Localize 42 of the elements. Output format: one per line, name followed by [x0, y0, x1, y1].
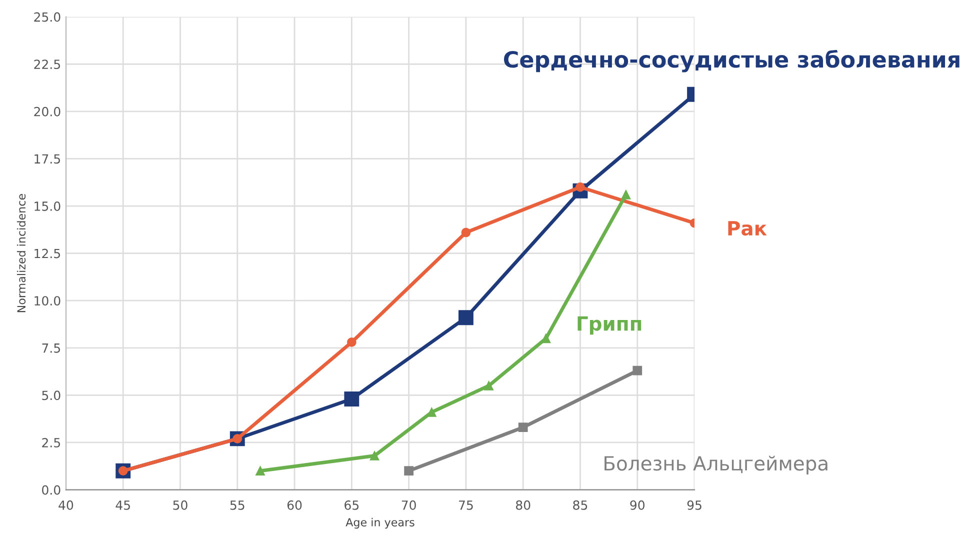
series-label: Грипп: [578, 316, 642, 335]
x-tick-label: 90: [630, 500, 644, 510]
x-tick-label: 80: [516, 500, 530, 510]
x-tick-label: 55: [230, 500, 244, 510]
point: [632, 366, 642, 376]
y-axis-title: Normalized incidence: [16, 194, 26, 312]
point: [256, 466, 265, 476]
x-tick-label: 95: [687, 500, 702, 510]
point: [404, 466, 414, 476]
x-tick-label: 65: [344, 500, 359, 510]
y-tick-label: 12.5: [34, 248, 60, 258]
y-tick-label: 2.5: [42, 438, 60, 448]
y-tick-label: 5.0: [42, 390, 60, 400]
y-tick-label: 25.0: [34, 12, 60, 22]
series-label: Рак: [728, 221, 767, 236]
point: [518, 422, 528, 432]
y-tick-label: 15.0: [34, 201, 60, 211]
y-tick-label: 20.0: [34, 106, 60, 116]
point: [541, 334, 551, 344]
y-tick-label: 0.0: [42, 485, 60, 495]
text: Болезнь Альцгеймера: [604, 456, 828, 474]
point: [370, 451, 380, 460]
y-tick-label: 7.5: [42, 344, 60, 353]
x-tick-label: 70: [402, 500, 416, 510]
x-tick-label: 40: [58, 500, 74, 510]
x-tick-label: 75: [459, 500, 473, 510]
x-axis-title: Age in years: [346, 518, 414, 529]
point: [426, 408, 436, 417]
point: [484, 381, 494, 390]
y-tick-label: 22.5: [34, 60, 60, 70]
x-tick-label: 85: [573, 500, 588, 510]
series-label: Сердечно-сосудистые заболевания: [504, 50, 960, 72]
x-tick-label: 45: [116, 500, 130, 510]
point: [461, 228, 471, 238]
point: [344, 392, 360, 406]
y-tick-label: 17.5: [34, 154, 60, 164]
y-tick-label: 10.0: [34, 296, 60, 306]
point: [621, 190, 631, 200]
x-tick-label: 60: [287, 500, 302, 510]
point: [458, 310, 474, 326]
point: [346, 338, 356, 347]
x-tick-label: 50: [173, 500, 188, 510]
